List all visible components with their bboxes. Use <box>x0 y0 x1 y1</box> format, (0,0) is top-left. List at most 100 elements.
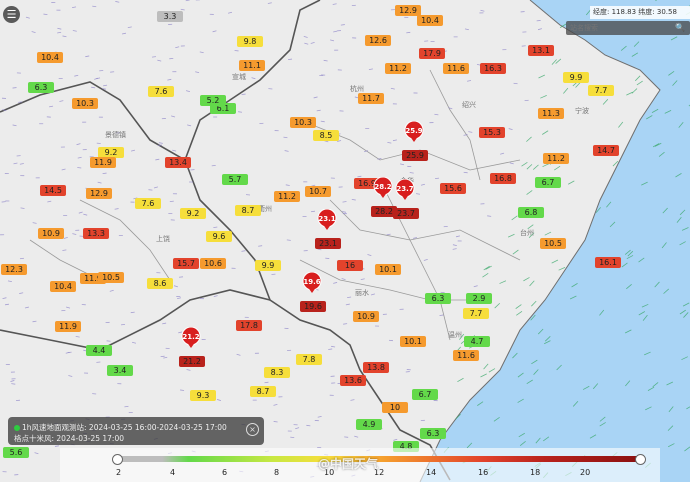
station-label[interactable]: 6.7 <box>412 389 438 400</box>
station-label[interactable]: 11.6 <box>453 350 479 361</box>
station-label[interactable]: 10.9 <box>353 311 379 322</box>
station-label[interactable]: 16.9 <box>354 178 380 189</box>
station-label[interactable]: 13.3 <box>83 228 109 239</box>
range-max-handle[interactable] <box>635 454 646 465</box>
station-label[interactable]: 23.1 <box>315 238 341 249</box>
station-label[interactable]: 17.9 <box>419 48 445 59</box>
station-label[interactable]: 11.2 <box>385 63 411 74</box>
station-label[interactable]: 7.8 <box>296 354 322 365</box>
station-label[interactable]: 9.3 <box>190 390 216 401</box>
station-label[interactable]: 4.8 <box>393 441 419 452</box>
station-label[interactable]: 16.8 <box>490 173 516 184</box>
station-label[interactable]: 11.7 <box>358 93 384 104</box>
station-label[interactable]: 17.8 <box>236 320 262 331</box>
range-min-handle[interactable] <box>112 454 123 465</box>
station-label[interactable]: 9.8 <box>237 36 263 47</box>
station-label[interactable]: 5.7 <box>222 174 248 185</box>
station-label[interactable]: 12.3 <box>1 264 27 275</box>
station-label[interactable]: 6.3 <box>425 293 451 304</box>
wind-streak <box>551 59 557 65</box>
station-label[interactable]: 12.9 <box>395 5 421 16</box>
wind-streak <box>670 36 678 41</box>
station-label[interactable]: 8.5 <box>313 130 339 141</box>
station-label[interactable]: 4.7 <box>464 336 490 347</box>
search-input[interactable] <box>566 24 654 32</box>
station-label[interactable]: 12.9 <box>86 188 112 199</box>
station-label[interactable]: 6.7 <box>535 177 561 188</box>
station-label[interactable]: 11.1 <box>239 60 265 71</box>
station-label[interactable]: 3.4 <box>107 365 133 376</box>
station-label[interactable]: 23.7 <box>393 208 419 219</box>
station-label[interactable]: 10.5 <box>98 272 124 283</box>
station-label[interactable]: 11.6 <box>443 63 469 74</box>
station-label[interactable]: 11.2 <box>543 153 569 164</box>
station-label[interactable]: 2.9 <box>466 293 492 304</box>
station-label[interactable]: 16.3 <box>480 63 506 74</box>
station-label[interactable]: 10.1 <box>400 336 426 347</box>
station-label[interactable]: 9.2 <box>180 208 206 219</box>
station-label[interactable]: 5.6 <box>3 447 29 458</box>
station-label[interactable]: 7.6 <box>135 198 161 209</box>
station-label[interactable]: 15.6 <box>440 183 466 194</box>
station-label[interactable]: 12.6 <box>365 35 391 46</box>
station-label[interactable]: 10.7 <box>305 186 331 197</box>
station-label[interactable]: 8.7 <box>250 386 276 397</box>
station-label[interactable]: 7.7 <box>588 85 614 96</box>
station-label[interactable]: 10.1 <box>375 264 401 275</box>
wind-streak <box>533 369 539 375</box>
station-label[interactable]: 11.2 <box>274 191 300 202</box>
station-label[interactable]: 11.3 <box>538 108 564 119</box>
station-label[interactable]: 9.2 <box>98 147 124 158</box>
station-label[interactable]: 6.3 <box>28 82 54 93</box>
station-label[interactable]: 10.5 <box>540 238 566 249</box>
station-label[interactable]: 6.8 <box>518 207 544 218</box>
station-label[interactable]: 8.6 <box>147 278 173 289</box>
station-label[interactable]: 4.9 <box>356 419 382 430</box>
station-label[interactable]: 13.6 <box>340 375 366 386</box>
station-label[interactable]: 9.9 <box>255 260 281 271</box>
station-label[interactable]: 10.4 <box>50 281 76 292</box>
station-label[interactable]: 5.2 <box>200 95 226 106</box>
station-label[interactable]: 4.4 <box>86 345 112 356</box>
wind-streak <box>186 369 191 371</box>
station-label[interactable]: 6.3 <box>420 428 446 439</box>
station-label[interactable]: 15.7 <box>173 258 199 269</box>
menu-icon[interactable]: ☰ <box>3 6 20 23</box>
station-label[interactable]: 13.4 <box>165 157 191 168</box>
station-label[interactable]: 11.9 <box>55 321 81 332</box>
station-label[interactable]: 10 <box>382 402 408 413</box>
station-label[interactable]: 7.7 <box>463 308 489 319</box>
station-label[interactable]: 3.3 <box>157 11 183 22</box>
wind-streak <box>511 215 518 221</box>
station-label[interactable]: 9.9 <box>563 72 589 83</box>
station-label[interactable]: 13.8 <box>363 362 389 373</box>
station-label[interactable]: 25.9 <box>402 150 428 161</box>
search-icon[interactable]: 🔍 <box>675 23 685 32</box>
station-label[interactable]: 16 <box>337 260 363 271</box>
station-label[interactable]: 7.6 <box>148 86 174 97</box>
station-label[interactable]: 10.3 <box>290 117 316 128</box>
station-label[interactable]: 10.9 <box>38 228 64 239</box>
station-label[interactable]: 13.1 <box>528 45 554 56</box>
station-label[interactable]: 10.4 <box>417 15 443 26</box>
station-label[interactable]: 11.9 <box>80 273 106 284</box>
station-label[interactable]: 28.2 <box>371 206 397 217</box>
station-label[interactable]: 21.2 <box>179 356 205 367</box>
station-label[interactable]: 14.5 <box>40 185 66 196</box>
station-search[interactable]: 🔍 <box>566 21 690 35</box>
wind-streak <box>558 266 566 271</box>
station-label[interactable]: 8.7 <box>235 205 261 216</box>
wind-streak <box>66 306 71 309</box>
station-label[interactable]: 10.6 <box>200 258 226 269</box>
close-icon[interactable]: × <box>246 423 259 436</box>
station-label[interactable]: 16.1 <box>595 257 621 268</box>
station-label[interactable]: 15.3 <box>479 127 505 138</box>
station-label[interactable]: 10.4 <box>37 52 63 63</box>
station-label[interactable]: 9.6 <box>206 231 232 242</box>
station-label[interactable]: 19.6 <box>300 301 326 312</box>
station-label[interactable]: 14.7 <box>593 145 619 156</box>
station-label[interactable]: 6.1 <box>210 103 236 114</box>
station-label[interactable]: 10.3 <box>72 98 98 109</box>
station-label[interactable]: 11.9 <box>90 157 116 168</box>
station-label[interactable]: 8.3 <box>264 367 290 378</box>
